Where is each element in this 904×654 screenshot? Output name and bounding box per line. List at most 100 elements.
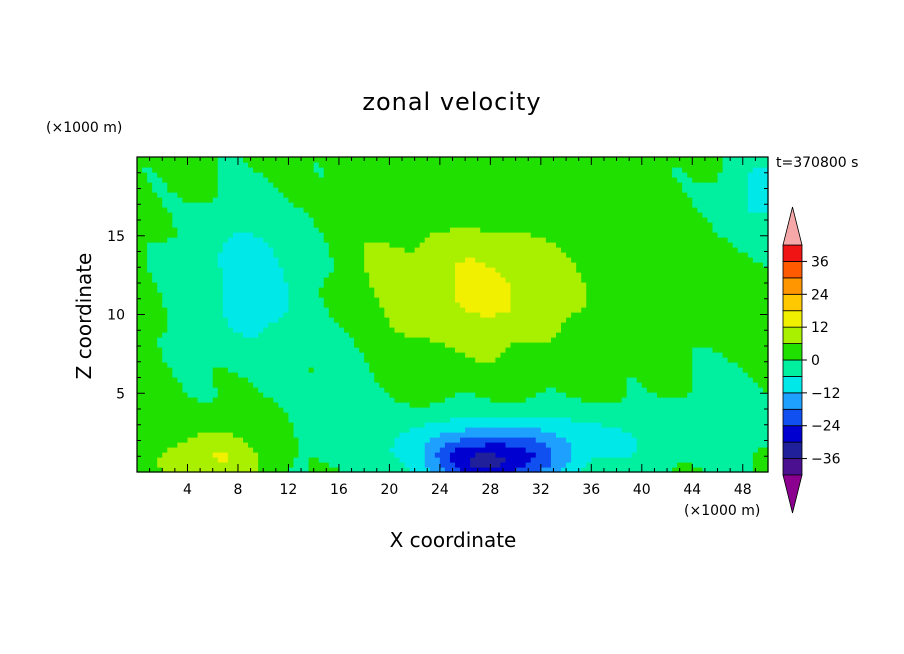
field-cell — [480, 467, 486, 473]
field-cell — [222, 407, 229, 413]
field-cell — [182, 462, 189, 468]
field-cell — [313, 212, 320, 218]
field-cell — [455, 362, 461, 368]
field-cell — [157, 287, 163, 293]
field-cell — [359, 232, 365, 238]
field-cell — [374, 262, 380, 268]
field-cell — [243, 457, 249, 463]
field-cell — [384, 457, 390, 463]
field-cell — [202, 452, 209, 458]
field-cell — [525, 317, 532, 323]
field-cell — [389, 252, 396, 258]
field-cell — [349, 167, 355, 173]
field-cell — [495, 327, 502, 333]
field-cell — [359, 452, 365, 458]
field-cell — [318, 417, 325, 423]
field-cell — [374, 192, 380, 198]
field-cell — [202, 217, 209, 223]
field-cell — [429, 322, 436, 328]
field-cell — [202, 352, 209, 358]
field-cell — [237, 277, 244, 283]
field-cell — [323, 462, 330, 468]
field-cell — [364, 312, 370, 318]
field-cell — [237, 417, 244, 423]
field-cell — [303, 182, 310, 188]
field-cell — [520, 237, 527, 243]
field-cell — [409, 167, 416, 173]
field-cell — [197, 237, 204, 243]
field-cell — [404, 392, 411, 398]
field-cell — [217, 297, 224, 303]
field-cell — [394, 222, 401, 228]
field-cell — [308, 167, 315, 173]
field-cell — [263, 302, 269, 308]
field-cell — [227, 222, 234, 228]
field-cell — [278, 392, 284, 398]
field-cell — [157, 402, 163, 408]
field-cell — [354, 197, 360, 203]
field-cell — [157, 172, 163, 178]
field-cell — [232, 422, 239, 428]
field-cell — [298, 407, 305, 413]
field-cell — [212, 467, 219, 473]
field-cell — [192, 182, 199, 188]
field-cell — [167, 172, 173, 178]
field-cell — [455, 382, 461, 388]
field-cell — [444, 227, 451, 233]
field-cell — [338, 247, 345, 253]
field-cell — [147, 402, 153, 408]
field-cell — [192, 282, 199, 288]
field-cell — [283, 247, 290, 253]
field-cell — [142, 362, 148, 368]
field-cell — [137, 172, 143, 178]
field-cell — [263, 427, 269, 433]
field-cell — [202, 327, 209, 333]
field-cell — [455, 262, 461, 268]
field-cell — [485, 392, 491, 398]
field-cell — [227, 157, 234, 163]
field-cell — [157, 307, 163, 313]
field-cell — [313, 307, 320, 313]
field-cell — [288, 447, 295, 453]
field-cell — [394, 462, 401, 468]
field-cell — [202, 412, 209, 418]
field-cell — [379, 287, 385, 293]
field-cell — [268, 367, 274, 373]
field-cell — [253, 447, 259, 453]
field-cell — [338, 242, 345, 248]
field-cell — [217, 417, 224, 423]
field-cell — [525, 452, 532, 458]
field-cell — [207, 337, 214, 343]
field-cell — [384, 247, 390, 253]
field-cell — [308, 287, 315, 293]
field-cell — [273, 192, 279, 198]
field-cell — [152, 467, 158, 473]
field-cell — [172, 212, 178, 218]
field-cell — [384, 157, 390, 163]
field-cell — [202, 312, 209, 318]
field-cell — [490, 332, 497, 338]
field-cell — [172, 252, 178, 258]
field-cell — [399, 382, 406, 388]
field-cell — [475, 192, 481, 198]
field-cell — [298, 247, 305, 253]
field-cell — [369, 212, 375, 218]
field-cell — [187, 257, 194, 263]
field-cell — [142, 302, 148, 308]
field-cell — [434, 387, 441, 393]
field-cell — [227, 177, 234, 183]
field-cell — [444, 357, 451, 363]
field-cell — [142, 432, 148, 438]
field-cell — [354, 277, 360, 283]
field-cell — [243, 392, 249, 398]
field-cell — [369, 182, 375, 188]
field-cell — [495, 267, 502, 273]
field-cell — [515, 447, 522, 453]
field-cell — [379, 362, 385, 368]
field-cell — [237, 187, 244, 193]
field-cell — [349, 332, 355, 338]
field-cell — [515, 292, 522, 298]
field-cell — [318, 227, 325, 233]
field-cell — [510, 322, 517, 328]
field-cell — [485, 402, 491, 408]
